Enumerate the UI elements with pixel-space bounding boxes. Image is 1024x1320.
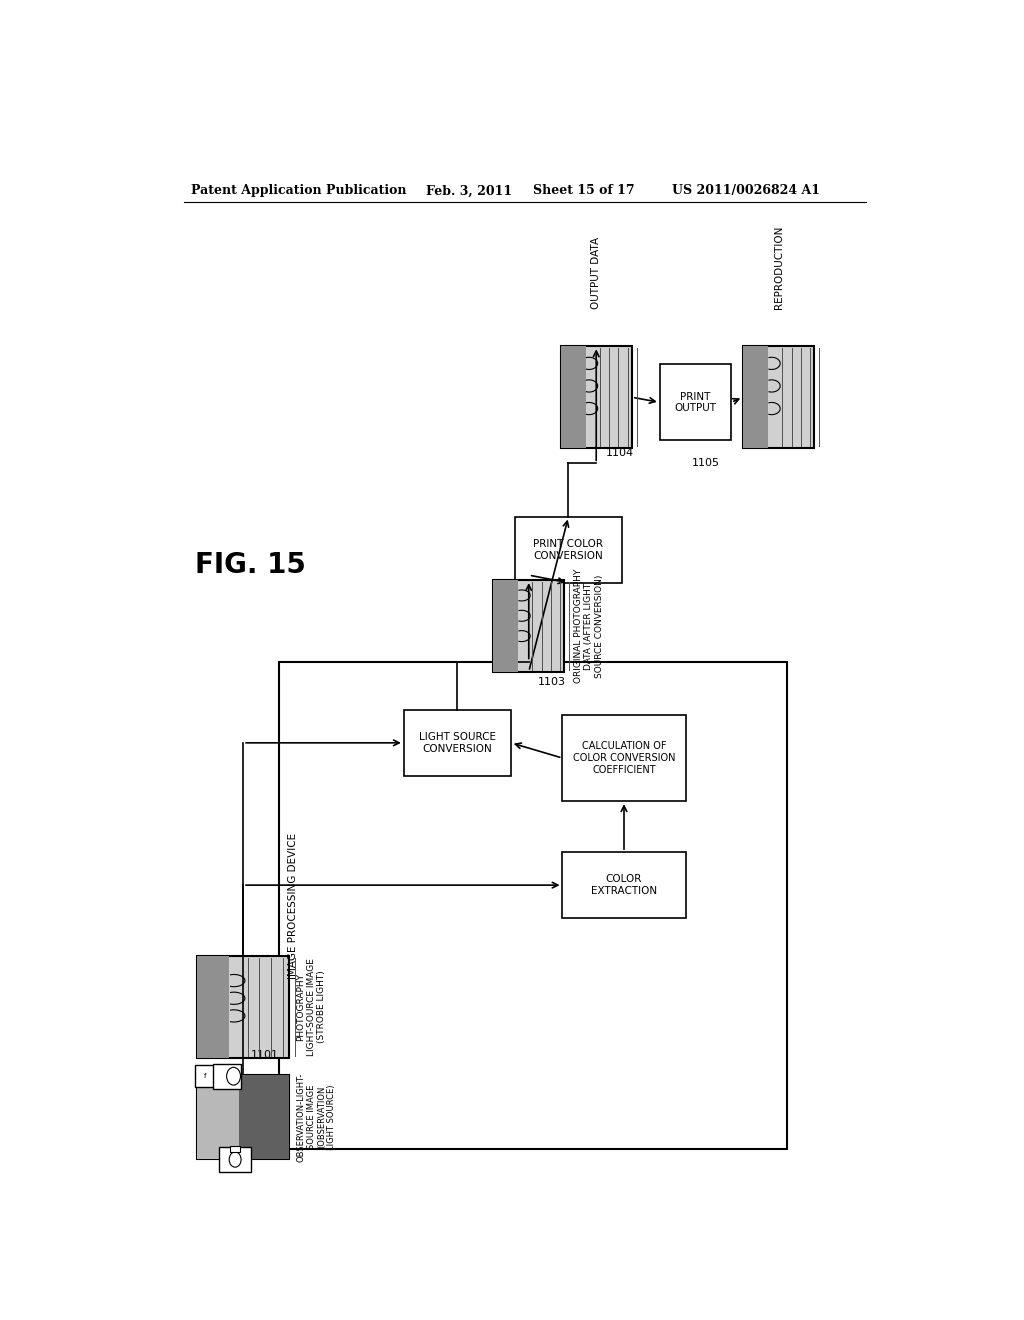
Text: US 2011/0026824 A1: US 2011/0026824 A1 (672, 185, 819, 198)
Bar (403, 710, 511, 776)
Bar (239, 1076, 289, 1159)
Bar (279, 661, 786, 1150)
Text: CALCULATION OF
COLOR CONVERSION
COEFFICIENT: CALCULATION OF COLOR CONVERSION COEFFICI… (572, 742, 675, 775)
Bar (659, 364, 731, 441)
Text: 1105: 1105 (691, 458, 720, 469)
Text: PHOTOGRAPHY
LIGHT-SOURCE IMAGE
(STROBE LIGHT): PHOTOGRAPHY LIGHT-SOURCE IMAGE (STROBE L… (296, 958, 326, 1056)
Text: LIGHT SOURCE
CONVERSION: LIGHT SOURCE CONVERSION (419, 733, 496, 754)
Bar (230, 1146, 240, 1152)
Bar (198, 956, 229, 1057)
Text: OUTPUT DATA: OUTPUT DATA (591, 236, 601, 309)
Bar (494, 581, 518, 672)
Text: Sheet 15 of 17: Sheet 15 of 17 (532, 185, 634, 198)
Bar (213, 1064, 241, 1089)
Bar (562, 715, 685, 801)
Circle shape (229, 1152, 241, 1167)
Bar (196, 1065, 215, 1088)
Bar (198, 956, 289, 1057)
Text: PRINT
OUTPUT: PRINT OUTPUT (675, 392, 717, 413)
Text: 1103: 1103 (539, 677, 566, 686)
Text: f: f (204, 1073, 206, 1080)
Text: IMAGE PROCESSING DEVICE: IMAGE PROCESSING DEVICE (289, 833, 298, 978)
Bar (560, 346, 586, 447)
Bar (560, 346, 632, 447)
Bar (562, 853, 685, 919)
Circle shape (226, 1068, 241, 1085)
Bar (198, 1076, 239, 1159)
Text: COLOR
EXTRACTION: COLOR EXTRACTION (591, 874, 657, 896)
Text: PRINT COLOR
CONVERSION: PRINT COLOR CONVERSION (534, 539, 603, 561)
Text: ORIGINAL PHOTOGRAPHY
DATA (AFTER LIGHT
SOURCE CONVERSION): ORIGINAL PHOTOGRAPHY DATA (AFTER LIGHT S… (574, 569, 604, 682)
Bar (219, 1147, 251, 1172)
Text: 1101: 1101 (251, 1049, 279, 1060)
Text: 1102: 1102 (251, 1144, 280, 1155)
Bar (198, 1076, 289, 1159)
Text: REPRODUCTION: REPRODUCTION (774, 226, 783, 309)
Bar (743, 346, 814, 447)
Bar (494, 581, 564, 672)
Text: 1104: 1104 (606, 449, 634, 458)
Text: Feb. 3, 2011: Feb. 3, 2011 (426, 185, 512, 198)
Bar (515, 516, 622, 582)
Text: FIG. 15: FIG. 15 (196, 550, 306, 579)
Bar (743, 346, 768, 447)
Text: OBSERVATION-LIGHT-
SOURCE IMAGE
(OBSERVATION
LIGHT SOURCE): OBSERVATION-LIGHT- SOURCE IMAGE (OBSERVA… (296, 1072, 337, 1162)
Text: Patent Application Publication: Patent Application Publication (191, 185, 407, 198)
